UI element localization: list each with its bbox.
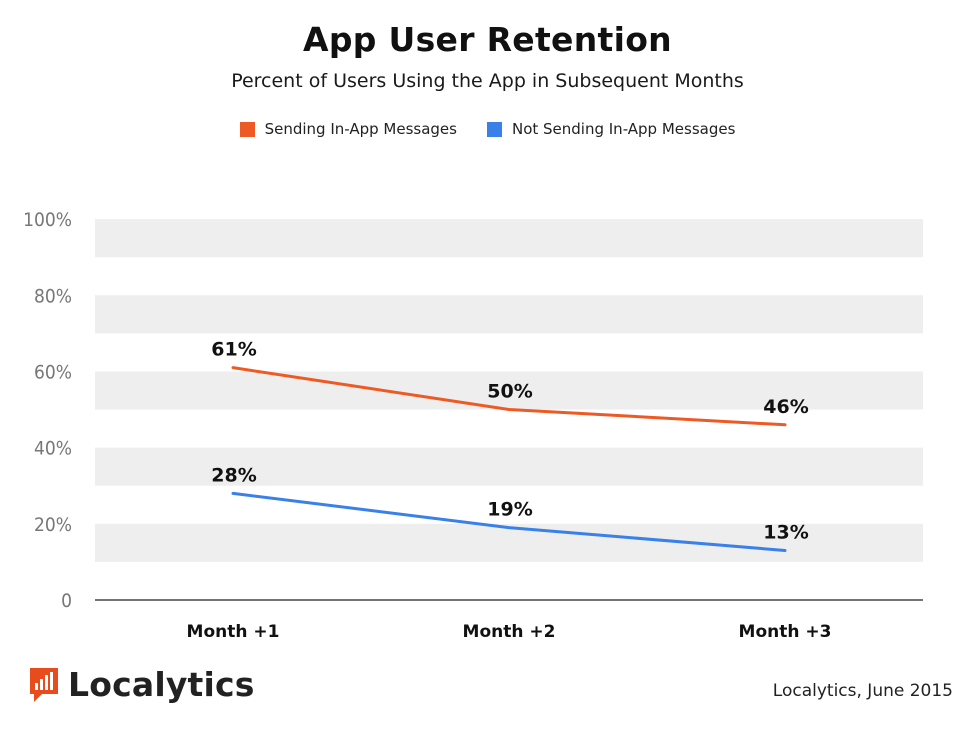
x-tick-label: Month +3	[739, 622, 832, 642]
legend-swatch-orange	[239, 121, 255, 137]
chart-subtitle: Percent of Users Using the App in Subseq…	[231, 70, 744, 92]
y-tick-label: 80%	[34, 285, 72, 307]
y-tick-label: 100%	[23, 209, 72, 231]
y-tick-label: 20%	[34, 514, 72, 536]
data-label: 61%	[211, 339, 256, 361]
legend: Sending In-App Messages Not Sending In-A…	[0, 120, 975, 138]
bar-chart-speech-bubble-icon	[30, 668, 58, 702]
grid-band	[95, 523, 923, 562]
data-label: 13%	[763, 521, 808, 543]
data-label: 50%	[487, 381, 532, 403]
legend-label-sending: Sending In-App Messages	[264, 120, 457, 138]
brand-name: Localytics	[68, 664, 255, 704]
grid-band	[95, 295, 923, 334]
series-line-not-sending	[231, 491, 787, 552]
source-note: Localytics, June 2015	[772, 681, 953, 701]
y-tick-label: 60%	[34, 361, 72, 383]
grid-band	[95, 219, 923, 258]
y-tick-label: 40%	[34, 438, 72, 460]
legend-label-not-sending: Not Sending In-App Messages	[511, 120, 736, 138]
y-tick-label: 0	[61, 590, 72, 612]
legend-item-sending: Sending In-App Messages	[239, 120, 457, 138]
line-chart: 0 20% 40% 60% 80% 100% Month +1 Month +2 Month +…	[23, 209, 923, 642]
grid-band	[95, 447, 923, 486]
brand-logo: Localytics	[28, 664, 255, 704]
x-tick-label: Month +1	[187, 622, 280, 642]
series-line-sending	[231, 366, 787, 427]
grid-band	[95, 371, 923, 410]
data-label: 28%	[211, 464, 256, 486]
x-tick-label: Month +2	[463, 622, 556, 642]
legend-swatch-blue	[486, 121, 502, 137]
legend-item-not-sending: Not Sending In-App Messages	[486, 120, 736, 138]
data-label: 19%	[487, 499, 532, 521]
chart-title: App User Retention	[303, 20, 672, 59]
data-label: 46%	[763, 396, 808, 418]
